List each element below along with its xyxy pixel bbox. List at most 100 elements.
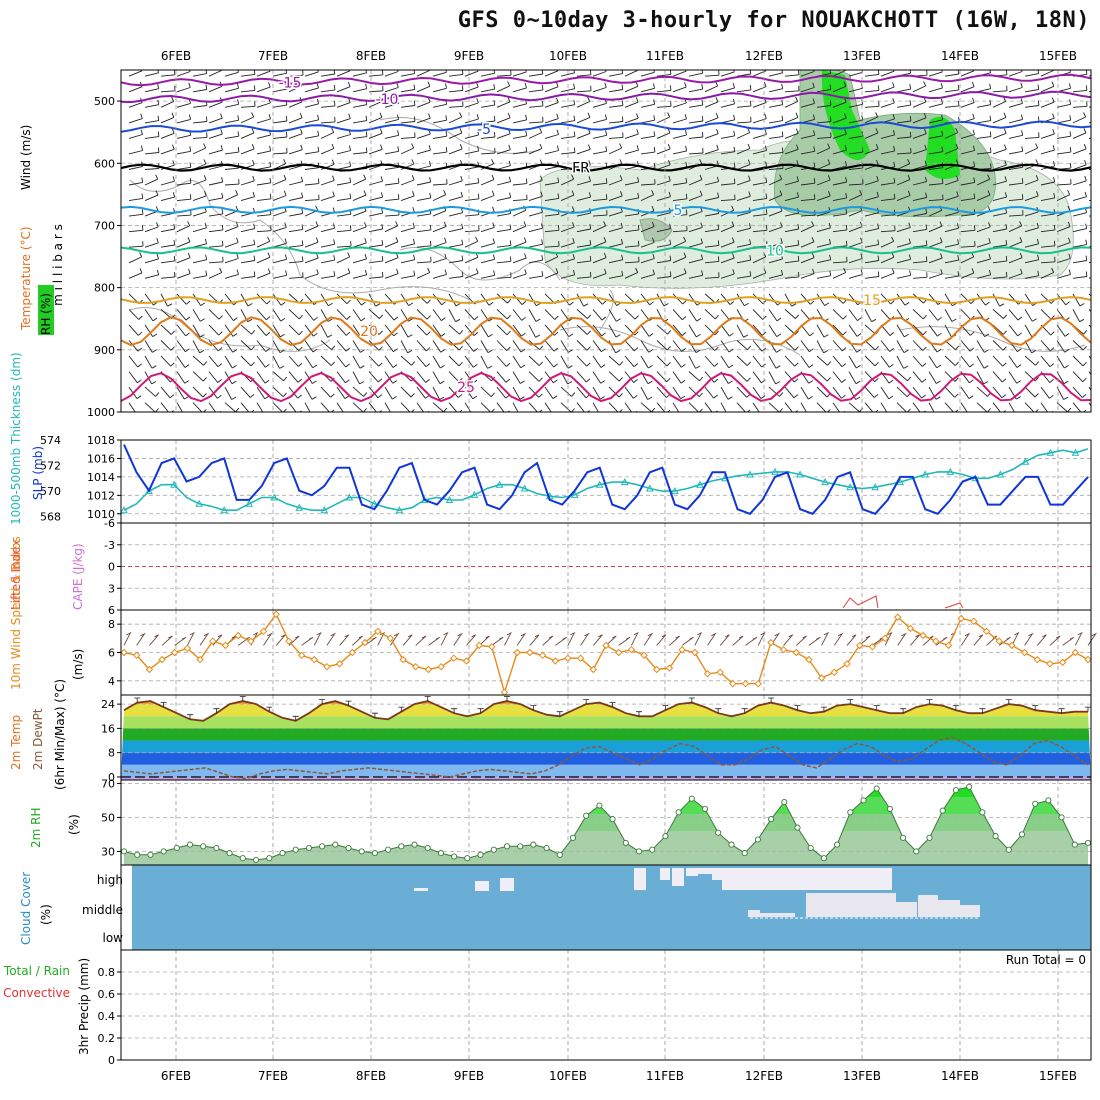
wind-barb	[1040, 267, 1055, 279]
wind-barb	[576, 96, 591, 108]
tick-label: 16	[101, 722, 115, 735]
wind-barb	[320, 355, 335, 366]
wind10-barb	[910, 634, 920, 646]
rh-marker	[160, 848, 167, 855]
wind-barb	[1008, 82, 1023, 93]
tick-label: 30	[101, 845, 115, 858]
wind-barb	[240, 386, 255, 398]
wind-barb	[784, 192, 800, 202]
cloud-ylabel: Cloud Cover	[19, 872, 33, 945]
wind-barb	[560, 222, 575, 233]
wind-barb	[1008, 324, 1022, 337]
cloud-high-gap	[672, 868, 684, 886]
wind-barb	[1024, 222, 1039, 233]
rh-marker	[926, 834, 933, 841]
wind-barb	[880, 145, 896, 155]
wind-barb	[560, 309, 574, 322]
wind-barb	[960, 355, 974, 368]
wind-barb	[304, 402, 311, 412]
rh-marker	[662, 833, 669, 840]
wind-barb	[768, 324, 782, 337]
wind-barb	[720, 269, 735, 279]
wind-barb	[1008, 146, 1024, 155]
wind-barb	[272, 324, 285, 338]
wind10-barb	[707, 632, 717, 646]
wind-barb	[880, 70, 895, 77]
wind-barb	[592, 146, 608, 155]
rh-marker	[332, 841, 339, 848]
wind-barb	[272, 293, 286, 306]
wind-barb	[784, 70, 800, 77]
wind-barb	[208, 267, 223, 279]
cloud-layer-label: middle	[82, 903, 123, 917]
wind-barb	[672, 236, 687, 248]
wind-barb	[720, 237, 735, 248]
wind-barb	[528, 402, 543, 412]
wind-barb	[224, 355, 237, 369]
wind-barb	[1056, 147, 1072, 155]
wind-barb	[528, 255, 544, 264]
wind-barb	[560, 386, 576, 397]
wind-barb	[928, 82, 943, 93]
wind-barb	[800, 146, 816, 155]
wind10-marker	[513, 648, 521, 657]
isotherm-label: 15	[863, 293, 881, 309]
wind-barb	[720, 82, 735, 93]
wind-barb	[944, 255, 960, 264]
precip-frame	[120, 949, 1092, 1061]
wind-barb	[416, 177, 432, 186]
wind-barb	[400, 70, 416, 77]
wind-barb	[672, 70, 687, 77]
wind-barb	[160, 112, 175, 124]
wind-barb	[528, 84, 544, 93]
wind10-barb	[656, 634, 667, 646]
temp-band	[121, 776, 1091, 780]
wind-barb	[528, 271, 544, 279]
isotherm	[121, 296, 1091, 305]
wind-barb	[960, 386, 974, 399]
wind-barb	[736, 293, 749, 307]
wind10-marker	[373, 627, 382, 636]
rh-marker	[345, 844, 352, 852]
wind-barb	[896, 293, 910, 306]
wind-barb	[704, 128, 719, 139]
rh-marker	[464, 855, 471, 862]
wind-barb	[688, 147, 704, 155]
wind-barb	[784, 240, 800, 248]
wind-barb	[1008, 194, 1024, 202]
wind10-barb	[681, 636, 694, 646]
wind-barb	[928, 253, 943, 264]
rh-marker	[305, 844, 312, 852]
wind10-barb	[922, 635, 934, 646]
wind-barb	[208, 240, 224, 248]
wind-barb	[1072, 175, 1087, 186]
wind-barb	[224, 402, 240, 412]
tick-label: 1014	[87, 471, 115, 484]
wind-barb	[1024, 191, 1039, 202]
wind10-marker	[335, 660, 344, 668]
wind-barb	[272, 254, 288, 264]
wind-barb	[880, 340, 894, 352]
wind-barb	[640, 269, 655, 279]
wind-barb	[976, 355, 989, 369]
wind10-ylabel: 10m Wind Speed & Barbs	[9, 536, 23, 690]
thickness-marker	[570, 490, 579, 498]
wind10-barb	[783, 634, 794, 646]
wind-barb	[752, 324, 767, 336]
wind-barb	[416, 340, 431, 352]
wind-barb	[656, 175, 671, 186]
wind-barb	[256, 193, 272, 202]
wind10-marker	[995, 637, 1003, 645]
wind10-barb	[186, 631, 195, 646]
wind-barb	[720, 293, 735, 305]
rh-marker	[517, 843, 524, 850]
wind-barb	[1024, 143, 1039, 155]
wind-barb	[224, 386, 237, 400]
wind-barb	[816, 159, 831, 170]
wind-barb	[448, 386, 463, 398]
wind-barb	[736, 324, 749, 338]
wind-barb	[512, 293, 527, 305]
wind-barb	[752, 386, 766, 399]
wind-barb	[1040, 129, 1055, 139]
wind-barb	[928, 269, 943, 279]
